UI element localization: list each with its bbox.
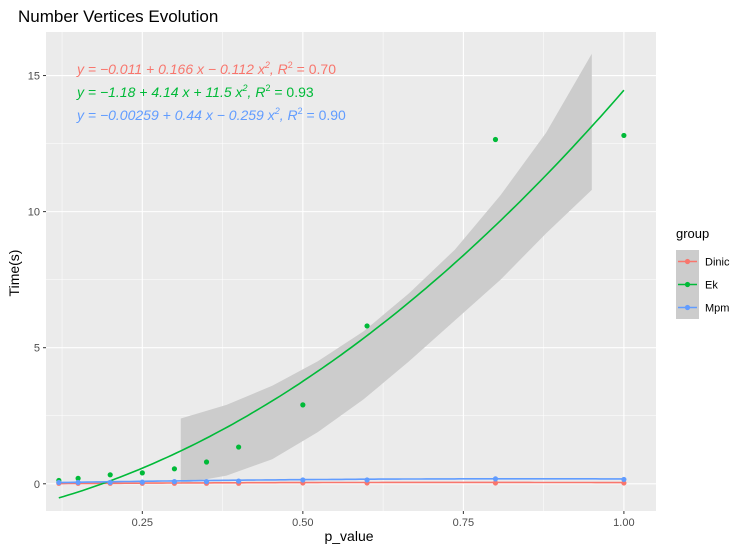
equation-mpm: y = −0.00259 + 0.44 x − 0.259 x2, R2 = 0… xyxy=(76,106,346,123)
point-ek xyxy=(236,444,242,450)
point-ek xyxy=(364,323,370,329)
y-tick-label: 0 xyxy=(34,479,40,491)
point-dinic xyxy=(492,480,499,486)
point-mpm xyxy=(236,478,242,484)
confidence-band-layer xyxy=(180,53,592,484)
x-axis-title: p_value xyxy=(324,528,373,544)
y-tick-label: 10 xyxy=(28,207,40,219)
point-ek xyxy=(75,475,81,481)
equation-dinic: y = −0.011 + 0.166 x − 0.112 x2, R2 = 0.… xyxy=(76,60,336,77)
equation-ek: y = −1.18 + 4.14 x + 11.5 x2, R2 = 0.93 xyxy=(76,83,314,100)
y-tick-label: 5 xyxy=(34,343,40,355)
x-tick-label: 0.50 xyxy=(292,517,313,529)
points-layer xyxy=(56,132,627,486)
chart-title: Number Vertices Evolution xyxy=(18,7,218,26)
confidence-band-ek xyxy=(180,53,592,484)
fit-line-mpm xyxy=(58,478,624,484)
y-axis-ticks: 0 5 10 15 xyxy=(28,71,46,491)
point-ek xyxy=(139,470,145,476)
legend-point-mpm xyxy=(684,304,691,311)
point-mpm xyxy=(300,477,306,483)
point-ek xyxy=(300,402,306,408)
x-tick-label: 1.00 xyxy=(613,517,634,529)
x-tick-label: 0.25 xyxy=(132,517,153,529)
point-ek xyxy=(492,136,499,143)
point-mpm xyxy=(139,479,145,485)
fit-line-dinic xyxy=(58,481,624,485)
point-mpm xyxy=(621,476,627,483)
plot-panel xyxy=(46,32,656,511)
legend-label-dinic: Dinic xyxy=(705,257,730,269)
legend-point-ek xyxy=(684,281,691,288)
x-tick-label: 0.75 xyxy=(453,517,474,529)
legend-label-mpm: Mpm xyxy=(705,303,729,315)
legend: group Dinic Ek Mpm xyxy=(676,226,730,319)
equations-layer: y = −0.011 + 0.166 x − 0.112 x2, R2 = 0.… xyxy=(76,60,346,123)
point-mpm xyxy=(171,479,178,485)
point-ek xyxy=(107,472,113,478)
fit-line-ek xyxy=(58,89,625,499)
legend-point-dinic xyxy=(684,258,691,265)
y-tick-label: 15 xyxy=(28,71,40,83)
point-ek xyxy=(203,459,210,465)
point-mpm xyxy=(56,479,62,486)
point-mpm xyxy=(75,479,81,486)
point-ek xyxy=(171,466,178,472)
x-axis-ticks: 0.25 0.50 0.75 1.00 xyxy=(132,511,635,529)
y-axis-title: Time(s) xyxy=(6,250,22,297)
point-mpm xyxy=(492,476,499,482)
legend-label-ek: Ek xyxy=(705,280,718,292)
fit-lines-layer xyxy=(58,89,625,499)
point-mpm xyxy=(203,479,210,485)
point-mpm xyxy=(364,477,370,483)
point-ek xyxy=(621,132,627,139)
point-mpm xyxy=(107,479,113,486)
legend-title: group xyxy=(676,226,709,241)
